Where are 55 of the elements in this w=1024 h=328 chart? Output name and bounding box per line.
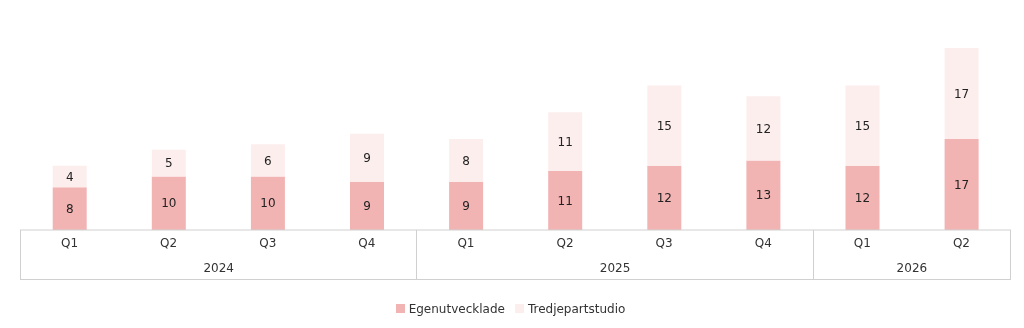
x-tick-label: Q3 xyxy=(259,235,277,250)
bar xyxy=(52,165,87,188)
data-label: 9 xyxy=(363,199,371,214)
text: 2025 xyxy=(599,261,631,275)
bar xyxy=(250,144,285,177)
bar xyxy=(746,160,781,230)
bar xyxy=(944,48,979,139)
data-label: 11 xyxy=(557,193,573,208)
bar xyxy=(746,96,781,161)
data-label: 9 xyxy=(462,199,470,214)
x-tick-label: Q1 xyxy=(457,235,475,250)
text: 2024 xyxy=(203,261,234,275)
x-tick-label: Q3 xyxy=(655,235,673,250)
x-tick-label: Q1 xyxy=(853,235,871,250)
bar xyxy=(350,181,384,230)
bar xyxy=(151,149,186,177)
x-tick-label: Q2 xyxy=(556,235,574,250)
bar xyxy=(250,176,285,230)
data-label: 9 xyxy=(363,151,371,165)
data-label: 5 xyxy=(164,156,173,171)
bar xyxy=(52,187,87,230)
bar xyxy=(647,165,682,230)
bar xyxy=(449,139,484,182)
data-label: 12 xyxy=(656,191,672,206)
x-tick-label: Q1 xyxy=(61,235,79,250)
data-label: 12 xyxy=(854,191,871,206)
data-label: 17 xyxy=(953,177,970,192)
bar xyxy=(151,176,186,230)
bar xyxy=(647,85,682,166)
bar xyxy=(845,85,880,166)
data-label: 12 xyxy=(755,121,772,136)
data-label: 17 xyxy=(953,86,970,101)
text: 2026 xyxy=(896,261,928,275)
x-tick-label: Q2 xyxy=(952,235,970,250)
data-label: 8 xyxy=(65,201,74,216)
x-tick-label: Q4 xyxy=(358,235,376,250)
bar xyxy=(449,181,484,230)
bar xyxy=(350,133,384,182)
legend-label: Egenutvecklade xyxy=(408,302,505,316)
data-label: 10 xyxy=(161,196,177,211)
bar xyxy=(845,165,880,230)
data-label: 10 xyxy=(260,196,276,211)
data-label: 15 xyxy=(656,118,672,133)
data-label: 6 xyxy=(264,153,272,168)
data-label: 11 xyxy=(557,134,573,149)
bar xyxy=(548,112,583,172)
data-label: 8 xyxy=(462,153,470,168)
bar xyxy=(944,139,979,230)
bar xyxy=(548,171,583,230)
x-tick-label: Q2 xyxy=(160,235,178,250)
legend-label: Tredjepartstudio xyxy=(527,302,626,316)
data-label: 13 xyxy=(755,188,772,203)
x-tick-label: Q4 xyxy=(754,235,772,250)
data-label: 4 xyxy=(65,169,74,184)
data-label: 15 xyxy=(854,118,871,133)
